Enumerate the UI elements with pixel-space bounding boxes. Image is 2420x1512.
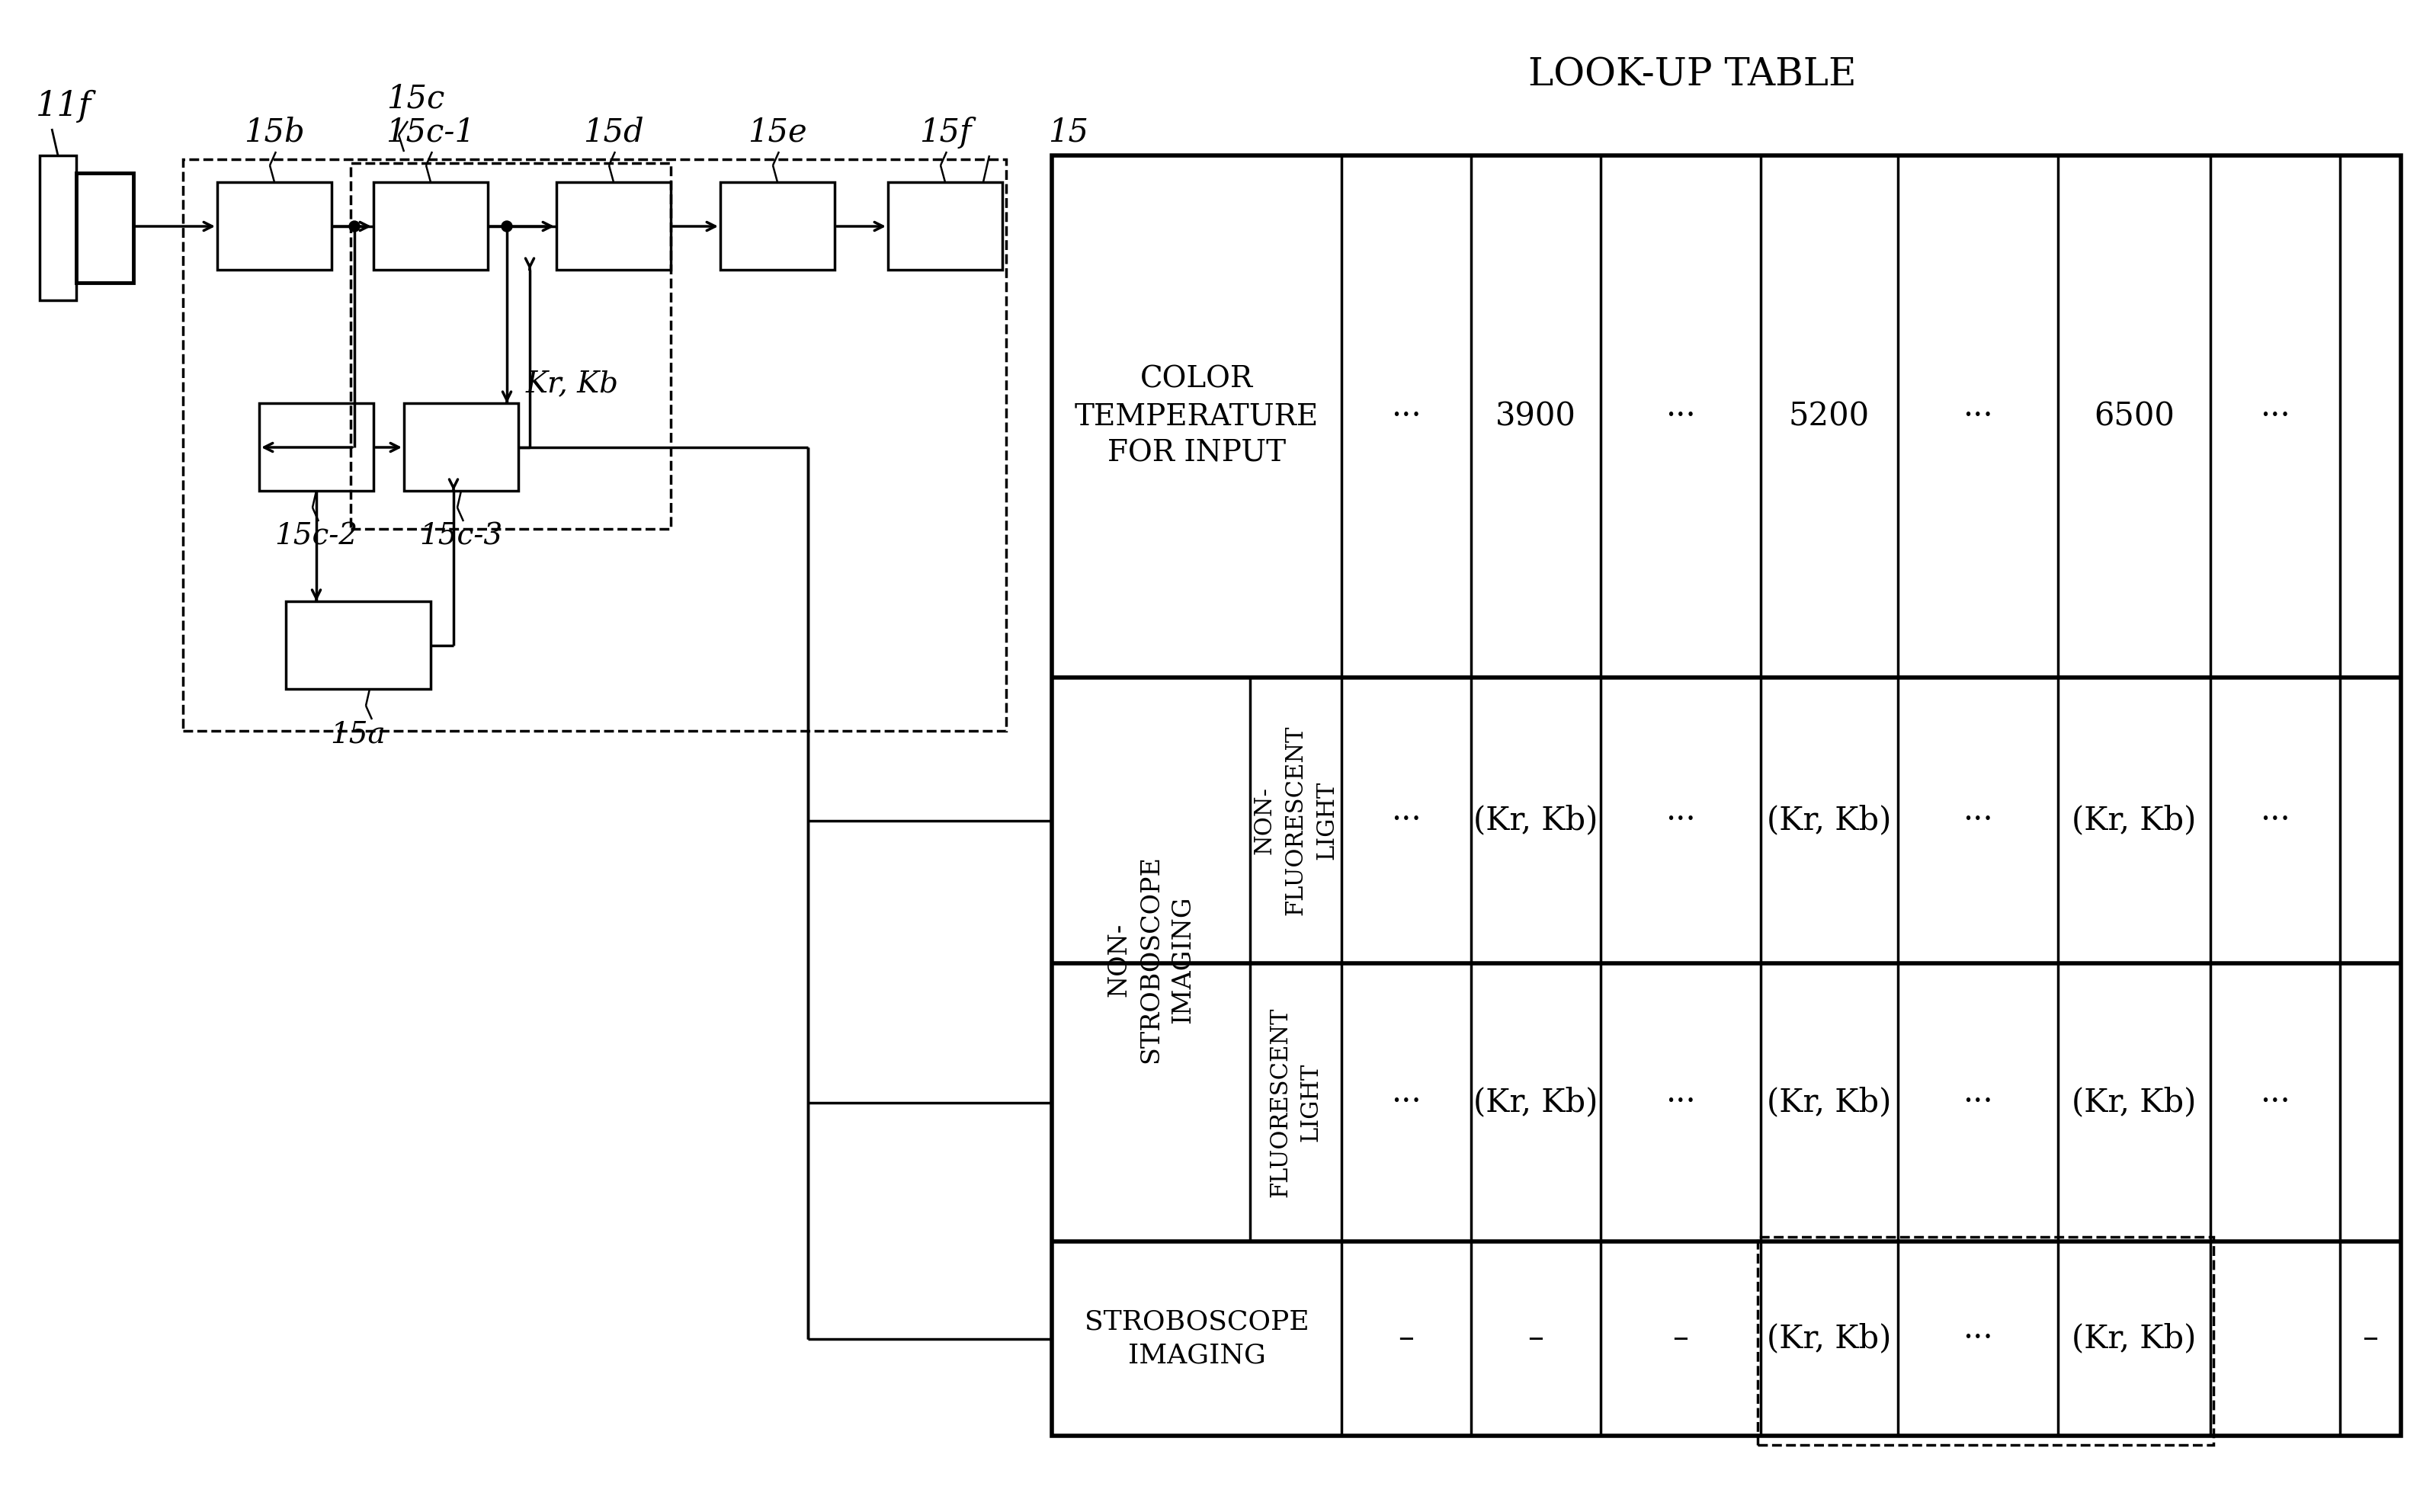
- Text: 15: 15: [1048, 116, 1089, 148]
- Bar: [1757, 1237, 2214, 1445]
- Text: ···: ···: [1392, 401, 1421, 432]
- Text: ···: ···: [1963, 401, 1994, 432]
- Text: 5200: 5200: [1788, 401, 1871, 432]
- Text: ···: ···: [1392, 1086, 1421, 1119]
- Bar: [1053, 156, 2401, 1436]
- Text: 15c-1: 15c-1: [387, 116, 474, 148]
- Bar: [721, 181, 835, 269]
- Bar: [373, 181, 489, 269]
- Text: STROBOSCOPE
IMAGING: STROBOSCOPE IMAGING: [1084, 1308, 1309, 1368]
- Text: ···: ···: [1665, 1086, 1696, 1119]
- Text: FLUORESCENT
LIGHT: FLUORESCENT LIGHT: [1268, 1007, 1324, 1198]
- Text: NON-
FLUORESCENT
LIGHT: NON- FLUORESCENT LIGHT: [1254, 726, 1338, 915]
- Text: 15f: 15f: [920, 116, 970, 148]
- Text: (Kr, Kb): (Kr, Kb): [1474, 1086, 1597, 1119]
- Bar: [39, 156, 75, 301]
- Text: –: –: [1399, 1323, 1413, 1355]
- Text: (Kr, Kb): (Kr, Kb): [2072, 804, 2197, 836]
- Text: (Kr, Kb): (Kr, Kb): [1767, 1323, 1892, 1355]
- Text: 15a: 15a: [332, 721, 385, 748]
- Text: ···: ···: [2260, 401, 2289, 432]
- Text: LOOK-UP TABLE: LOOK-UP TABLE: [1527, 56, 1856, 94]
- Text: ···: ···: [1963, 1323, 1994, 1355]
- Text: 15c: 15c: [387, 82, 445, 115]
- Text: ···: ···: [2260, 1086, 2289, 1119]
- Text: ···: ···: [1392, 804, 1421, 836]
- Text: ···: ···: [1665, 401, 1696, 432]
- Text: ···: ···: [1665, 804, 1696, 836]
- Text: 15d: 15d: [583, 116, 644, 148]
- Text: (Kr, Kb): (Kr, Kb): [1767, 804, 1892, 836]
- Text: 11f: 11f: [36, 89, 92, 122]
- Circle shape: [501, 221, 513, 231]
- Text: (Kr, Kb): (Kr, Kb): [2072, 1086, 2197, 1119]
- Bar: [218, 181, 332, 269]
- Text: (Kr, Kb): (Kr, Kb): [2072, 1323, 2197, 1355]
- Bar: [286, 602, 431, 689]
- Text: 6500: 6500: [2093, 401, 2176, 432]
- Text: ···: ···: [2260, 804, 2289, 836]
- Text: (Kr, Kb): (Kr, Kb): [1767, 1086, 1892, 1119]
- Text: 3900: 3900: [1496, 401, 1575, 432]
- Bar: [404, 404, 518, 491]
- Bar: [888, 181, 1002, 269]
- Bar: [351, 163, 670, 529]
- Text: –: –: [1672, 1323, 1689, 1355]
- Text: COLOR
TEMPERATURE
FOR INPUT: COLOR TEMPERATURE FOR INPUT: [1074, 366, 1319, 467]
- Text: (Kr, Kb): (Kr, Kb): [1474, 804, 1597, 836]
- Text: 15c-2: 15c-2: [276, 523, 358, 550]
- Text: ···: ···: [1963, 1086, 1994, 1119]
- Text: 15c-3: 15c-3: [419, 523, 503, 550]
- Text: 15e: 15e: [748, 116, 806, 148]
- Bar: [557, 181, 670, 269]
- Text: Kr, Kb: Kr, Kb: [525, 370, 620, 398]
- Bar: [184, 159, 1007, 730]
- Bar: [75, 172, 133, 283]
- Text: NON-
STROBOSCOPE
IMAGING: NON- STROBOSCOPE IMAGING: [1106, 856, 1195, 1063]
- Text: ···: ···: [1963, 804, 1994, 836]
- Circle shape: [348, 221, 361, 231]
- Text: 15b: 15b: [244, 116, 305, 148]
- Text: –: –: [2362, 1323, 2379, 1355]
- Bar: [259, 404, 373, 491]
- Text: –: –: [1527, 1323, 1544, 1355]
